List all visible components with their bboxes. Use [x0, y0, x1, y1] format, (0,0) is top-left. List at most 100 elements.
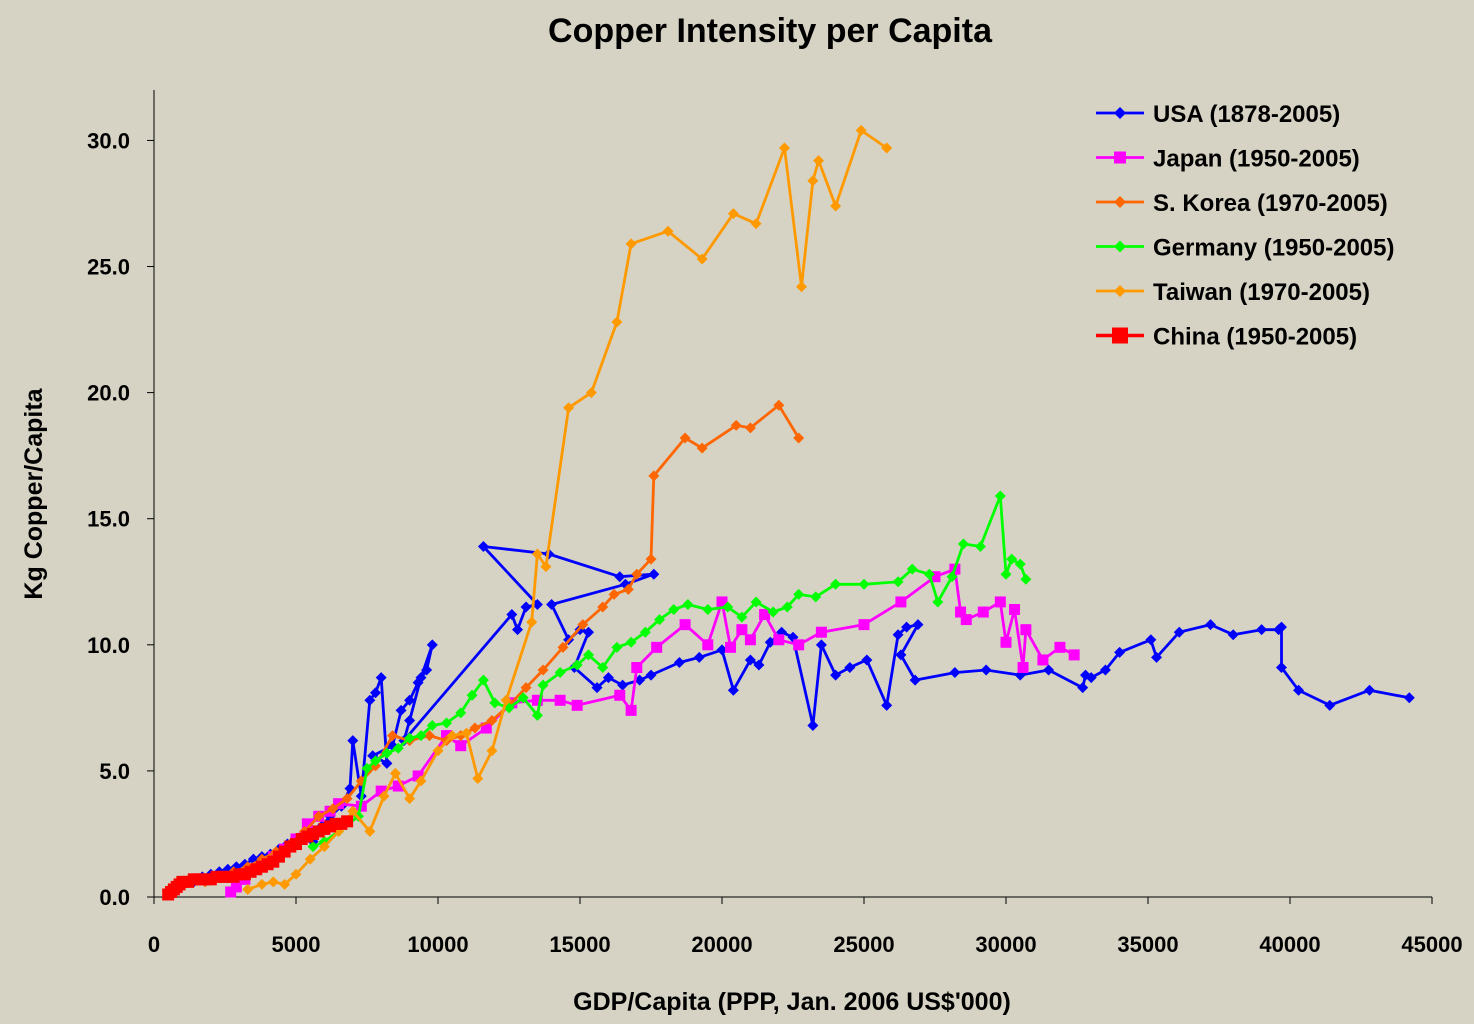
data-point: [654, 614, 666, 626]
data-point: [679, 432, 691, 444]
data-point: [412, 770, 424, 782]
x-tick-label: 15000: [549, 932, 610, 957]
data-point: [946, 571, 958, 583]
data-point: [994, 490, 1006, 502]
data-point: [1077, 682, 1089, 694]
data-point: [230, 881, 242, 893]
data-point: [225, 886, 237, 898]
legend-marker: [1114, 151, 1126, 164]
data-point: [375, 672, 387, 684]
data-point: [693, 651, 705, 663]
data-point: [1009, 604, 1021, 616]
data-point: [591, 682, 603, 694]
data-point: [469, 722, 481, 734]
data-point: [537, 664, 549, 676]
y-tick-label: 0.0: [99, 885, 130, 910]
data-point: [583, 649, 595, 661]
data-point: [392, 742, 404, 754]
chart-title: Copper Intensity per Capita: [548, 12, 993, 50]
legend-entry: S. Korea (1970-2005): [1096, 190, 1388, 217]
data-point: [960, 614, 972, 626]
x-tick-label: 5000: [272, 932, 321, 957]
x-tick-label: 30000: [975, 932, 1036, 957]
data-point: [625, 238, 637, 250]
series-2: [199, 399, 805, 888]
data-point: [597, 662, 609, 674]
data-point: [500, 694, 512, 706]
data-point: [375, 785, 387, 797]
data-point: [830, 578, 842, 590]
legend-marker: [1114, 285, 1126, 297]
data-point: [512, 624, 524, 636]
data-point: [662, 225, 674, 237]
data-point: [696, 442, 708, 454]
data-point: [537, 679, 549, 691]
data-point: [378, 790, 390, 802]
data-point: [1114, 646, 1126, 658]
data-point: [702, 604, 714, 616]
y-axis-label: Kg Copper/Capita: [20, 387, 48, 599]
data-point: [361, 762, 373, 774]
data-point: [807, 175, 819, 187]
y-tick-label: 15.0: [87, 507, 130, 532]
data-point: [773, 399, 785, 411]
legend-entry: Japan (1950-2005): [1096, 146, 1360, 173]
legend-label: Japan (1950-2005): [1153, 146, 1360, 173]
data-point: [727, 208, 739, 220]
data-point: [727, 684, 739, 696]
data-point: [906, 563, 918, 575]
data-point: [318, 841, 330, 853]
data-point: [1364, 684, 1376, 696]
data-point: [1000, 568, 1012, 580]
data-point: [892, 576, 904, 588]
legend-entry: Taiwan (1970-2005): [1096, 279, 1370, 306]
data-point: [1145, 634, 1157, 646]
legend: USA (1878-2005) Japan (1950-2005) S. Korea…: [1096, 101, 1394, 351]
data-point: [364, 694, 376, 706]
data-point: [1151, 651, 1163, 663]
data-point: [446, 730, 458, 742]
data-point: [404, 714, 416, 726]
data-point: [395, 704, 407, 716]
legend-entry: China (1950-2005): [1096, 324, 1357, 351]
data-point: [421, 664, 433, 676]
data-point: [1403, 692, 1415, 704]
data-point: [648, 470, 660, 482]
data-point: [554, 694, 566, 706]
data-point: [631, 662, 643, 674]
data-point: [1293, 684, 1305, 696]
data-point: [477, 674, 489, 686]
data-point: [392, 780, 404, 792]
data-point: [813, 155, 825, 167]
y-tick-label: 5.0: [99, 759, 130, 784]
data-point: [531, 548, 543, 560]
series-1: [225, 563, 1080, 898]
plot-area: [162, 124, 1415, 901]
data-point: [307, 841, 319, 853]
data-point: [793, 639, 805, 651]
data-point: [364, 825, 376, 837]
data-point: [477, 540, 489, 552]
x-tick-label: 25000: [833, 932, 894, 957]
data-point: [526, 616, 538, 628]
data-point: [730, 419, 742, 431]
data-point: [415, 672, 427, 684]
legend-marker: [1114, 107, 1126, 119]
data-point: [744, 422, 756, 434]
data-point: [585, 387, 597, 399]
data-point: [673, 656, 685, 668]
data-point: [256, 878, 268, 890]
data-point: [381, 747, 393, 759]
data-point: [1324, 699, 1336, 711]
data-point: [1043, 664, 1055, 676]
data-point: [622, 583, 634, 595]
data-point: [441, 717, 453, 729]
series-line: [229, 567, 1075, 894]
data-point: [682, 598, 694, 610]
data-point: [923, 568, 935, 580]
data-point: [313, 810, 325, 822]
y-tick-label: 20.0: [87, 381, 130, 406]
data-point: [1068, 649, 1080, 661]
x-tick-label: 40000: [1259, 932, 1320, 957]
data-point: [341, 793, 353, 805]
